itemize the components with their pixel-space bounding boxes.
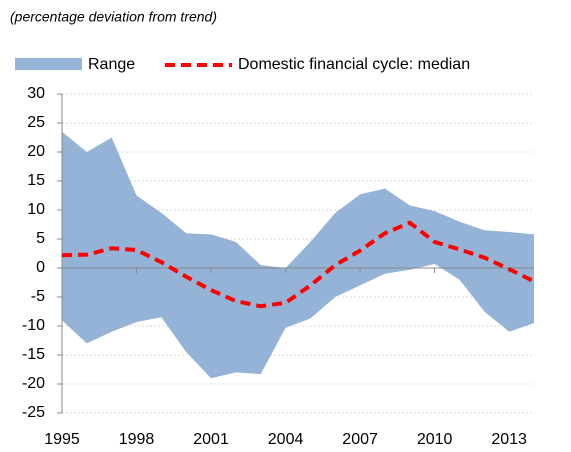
- x-tick-label: 2013: [491, 431, 527, 448]
- x-tick-label: 1998: [119, 431, 155, 448]
- median-line: [61, 220, 535, 309]
- y-tick-label: 25: [27, 114, 45, 131]
- y-tick-label: 10: [27, 201, 45, 218]
- y-tick-label: 20: [27, 143, 45, 160]
- legend-label: Domestic financial cycle: median: [238, 56, 470, 73]
- y-tick-label: -20: [22, 375, 45, 392]
- legend-swatch: [15, 58, 82, 70]
- legend-label: Range: [88, 56, 135, 73]
- y-tick-label: 5: [36, 230, 45, 247]
- y-tick-label: -10: [22, 317, 45, 334]
- chart-subtitle: (percentage deviation from trend): [10, 9, 217, 25]
- x-tick-label: 2001: [193, 431, 229, 448]
- y-tick-label: -25: [22, 404, 45, 421]
- range-area: [62, 131, 534, 379]
- y-tick-label: 0: [36, 259, 45, 276]
- x-tick-label: 2007: [342, 431, 378, 448]
- y-tick-label: 15: [27, 172, 45, 189]
- y-tick-label: -5: [31, 288, 45, 305]
- y-tick-label: 30: [27, 85, 45, 102]
- x-tick-label: 2010: [417, 431, 453, 448]
- y-tick-label: -15: [22, 346, 45, 363]
- x-tick-label: 2004: [268, 431, 304, 448]
- x-tick-label: 1995: [44, 431, 80, 448]
